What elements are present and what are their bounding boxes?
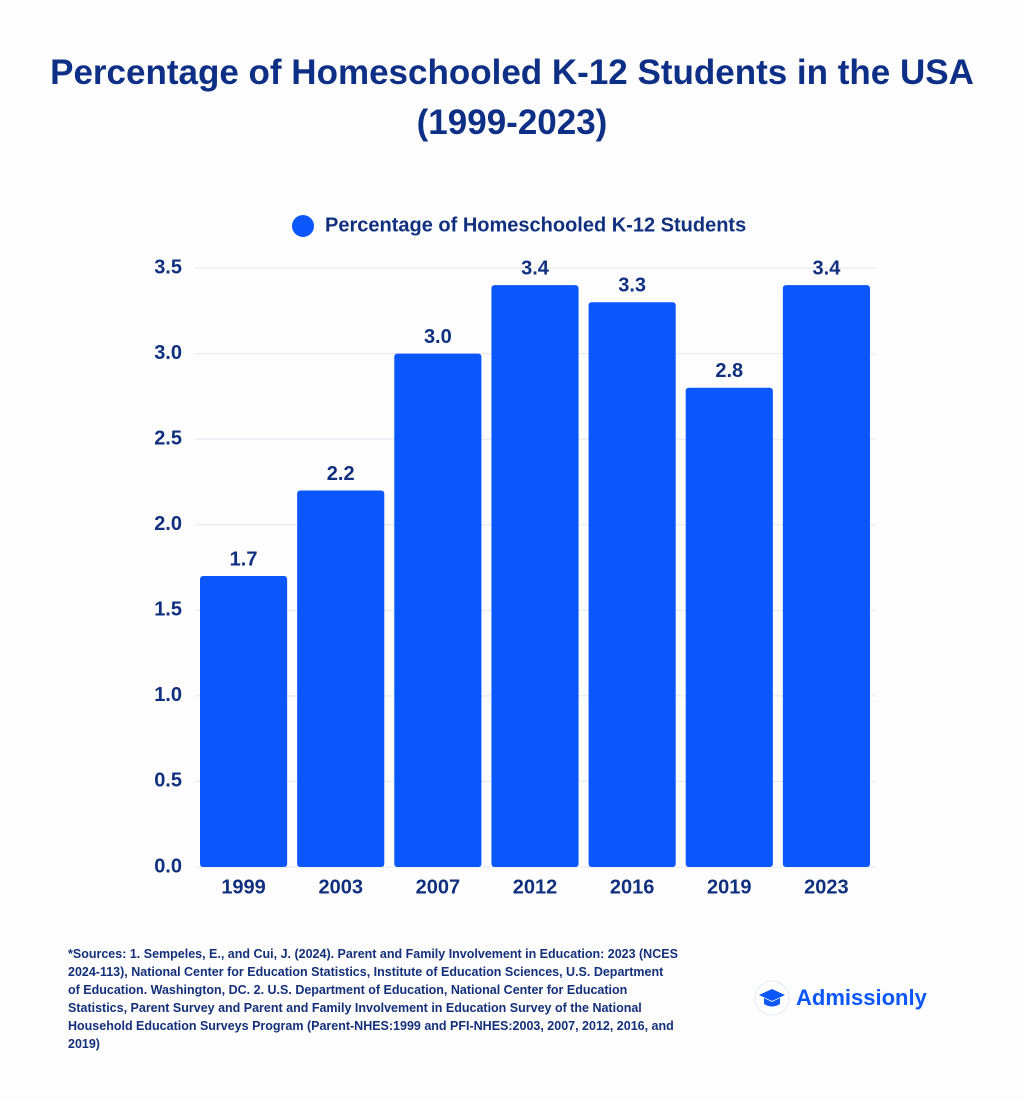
- chart: 0.0 0.5 1.0 1.5 2.0 2.5 3.0 3.5 Percentage of Ho…: [154, 214, 875, 898]
- y-tick-label: 3.0: [154, 342, 182, 364]
- bar: [782, 285, 870, 868]
- y-tick-label: 0.5: [154, 770, 182, 792]
- y-tick-label: 3.5: [154, 256, 182, 278]
- bar: [200, 576, 288, 867]
- bar: [491, 285, 579, 868]
- y-tick-label: 2.5: [154, 427, 182, 449]
- bar: [297, 490, 385, 867]
- y-tick-label: 1.5: [154, 599, 182, 621]
- bar: [685, 387, 773, 867]
- y-tick-label: 2.0: [154, 513, 182, 535]
- bar: [394, 353, 482, 868]
- source-note: *Sources: 1. Sempeles, E., and Cui, J. (…: [68, 947, 678, 1051]
- chart-title: Percentage of Homeschooled K-12 Students…: [50, 53, 974, 142]
- x-tick-label: 2019: [707, 876, 752, 898]
- value-label: 1.7: [230, 548, 258, 570]
- logo: Admissionly: [754, 980, 927, 1016]
- value-label: 3.4: [813, 257, 842, 279]
- x-tick-label: 2012: [513, 876, 558, 898]
- legend-marker: [292, 215, 314, 237]
- y-tick-label: 0.0: [154, 855, 182, 877]
- logo-text: Admissionly: [796, 985, 927, 1010]
- x-tick-label: 2003: [318, 876, 363, 898]
- value-label: 2.2: [327, 463, 355, 485]
- legend-label: Percentage of Homeschooled K-12 Students: [325, 214, 746, 236]
- logo-icon: [754, 980, 790, 1016]
- value-label: 3.0: [424, 326, 452, 348]
- value-label: 3.4: [521, 257, 550, 279]
- x-tick-label: 2023: [804, 876, 849, 898]
- x-tick-label: 1999: [221, 876, 266, 898]
- y-tick-label: 1.0: [154, 684, 182, 706]
- value-label: 2.8: [715, 360, 743, 382]
- value-label: 3.3: [618, 275, 646, 297]
- bar: [588, 302, 676, 867]
- x-tick-label: 2007: [416, 876, 461, 898]
- x-tick-label: 2016: [610, 876, 655, 898]
